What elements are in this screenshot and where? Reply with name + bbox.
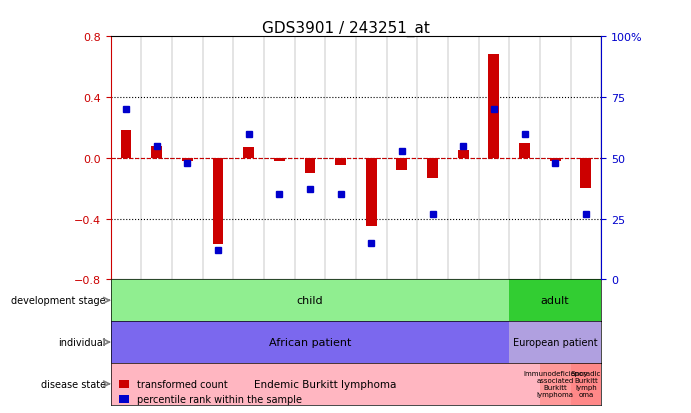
- Bar: [427, 159, 438, 178]
- Bar: [335, 159, 346, 166]
- Text: adult: adult: [541, 296, 569, 306]
- Bar: [509, 280, 601, 321]
- Bar: [366, 159, 377, 227]
- Bar: [305, 159, 315, 173]
- Bar: [519, 143, 530, 159]
- Bar: [397, 159, 407, 171]
- Bar: [182, 159, 193, 161]
- Text: development stage: development stage: [11, 296, 106, 306]
- Bar: [111, 321, 509, 363]
- Bar: [489, 55, 499, 159]
- Bar: [509, 321, 601, 363]
- Text: African patient: African patient: [269, 337, 351, 347]
- Bar: [274, 159, 285, 161]
- Legend: transformed count, percentile rank within the sample: transformed count, percentile rank withi…: [115, 375, 305, 408]
- Bar: [243, 148, 254, 159]
- Text: GDS3901 / 243251_at: GDS3901 / 243251_at: [262, 21, 429, 37]
- Bar: [213, 159, 223, 245]
- Bar: [151, 146, 162, 159]
- Text: European patient: European patient: [513, 337, 598, 347]
- Bar: [120, 131, 131, 159]
- Text: Sporadic
Burkitt
lymph
oma: Sporadic Burkitt lymph oma: [571, 370, 601, 397]
- Bar: [458, 151, 468, 159]
- Text: disease state: disease state: [41, 379, 106, 389]
- Text: Endemic Burkitt lymphoma: Endemic Burkitt lymphoma: [254, 379, 397, 389]
- Bar: [111, 280, 509, 321]
- Bar: [571, 363, 601, 405]
- Bar: [550, 159, 560, 161]
- Bar: [540, 363, 571, 405]
- Text: Immunodeficiency
associated
Burkitt
lymphoma: Immunodeficiency associated Burkitt lymp…: [523, 370, 587, 397]
- Text: child: child: [296, 296, 323, 306]
- Bar: [580, 159, 591, 189]
- Bar: [111, 363, 540, 405]
- Text: individual: individual: [58, 337, 106, 347]
